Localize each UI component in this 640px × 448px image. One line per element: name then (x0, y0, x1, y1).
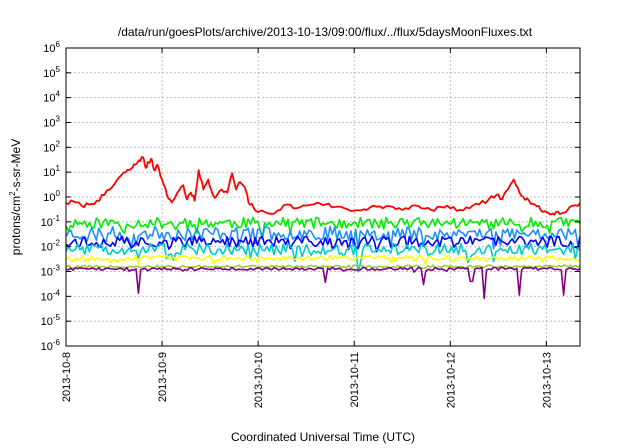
y-axis-label-pre: protons/cm (9, 196, 23, 255)
y-tick-label: 10-4 (41, 288, 61, 303)
y-tick-label: 104 (43, 90, 60, 105)
x-tick-label: 2013-10-10 (253, 352, 265, 408)
y-tick-label: 105 (43, 65, 60, 80)
x-tick-label: 2013-10-11 (349, 352, 361, 407)
y-axis: 10-6 10-5 10-4 10-3 10-2 10-1 100 101 102 103 104 1… (41, 40, 580, 353)
y-tick-label: 10-3 (41, 264, 61, 279)
x-axis: 2013-10-8 2013-10-9 2013-10-10 2013-10-11 20… (61, 48, 553, 408)
y-tick-label: 100 (43, 189, 60, 204)
series-line-5 (65, 242, 581, 273)
y-tick-label: 102 (43, 139, 60, 154)
y-axis-label: protons/cm2-s-sr-MeV (8, 139, 23, 255)
y-tick-label: 10-1 (41, 214, 61, 229)
y-tick-label: 101 (43, 164, 60, 179)
series-line-2 (65, 216, 581, 238)
y-axis-label-post: -s-sr-MeV (9, 139, 23, 192)
series-layer (65, 156, 581, 300)
y-tick-label: 106 (43, 40, 60, 55)
y-tick-label: 10-2 (41, 239, 61, 254)
y-tick-label: 103 (43, 115, 60, 130)
series-line-8 (65, 266, 581, 300)
x-tick-label: 2013-10-13 (541, 352, 553, 408)
y-axis-label-sup: 2 (8, 191, 17, 196)
y-tick-label: 10-5 (41, 313, 61, 328)
x-tick-label: 2013-10-8 (61, 352, 73, 402)
x-tick-label: 2013-10-12 (445, 352, 457, 408)
x-axis-label: Coordinated Universal Time (UTC) (231, 430, 415, 444)
series-line-3 (65, 225, 581, 250)
chart-title: /data/run/goesPlots/archive/2013-10-13/0… (118, 25, 533, 39)
series-line-6 (65, 254, 581, 265)
y-tick-label: 10-6 (41, 338, 61, 353)
x-tick-label: 2013-10-9 (157, 352, 169, 402)
series-line-1 (65, 156, 581, 216)
